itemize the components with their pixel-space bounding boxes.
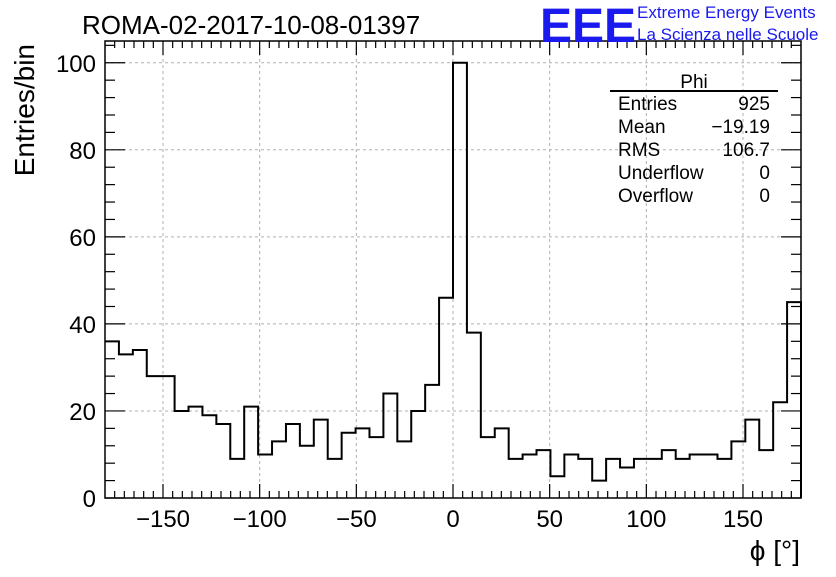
x-tick-label: 150: [723, 506, 763, 533]
histogram-bin: [704, 454, 718, 498]
x-tick-label: 50: [536, 506, 563, 533]
histogram-bin: [481, 437, 495, 498]
histogram-bin: [759, 450, 773, 498]
histogram-bin: [230, 459, 244, 498]
histogram-bin: [550, 476, 564, 498]
y-axis-label: Entries/bin: [9, 44, 40, 176]
y-tick-label: 20: [69, 399, 96, 426]
histogram-bin: [202, 415, 216, 498]
y-tick-label: 40: [69, 312, 96, 339]
histogram-bin: [244, 407, 258, 498]
stats-title: Phi: [680, 72, 707, 93]
stats-value-overflow: 0: [759, 186, 770, 207]
x-tick-label: 100: [626, 506, 666, 533]
histogram-bin: [425, 385, 439, 498]
stats-label-overflow: Overflow: [618, 186, 693, 207]
histogram-bin: [175, 411, 189, 498]
histogram-bin: [300, 446, 314, 498]
histogram-bin: [105, 341, 119, 498]
histogram-bin: [717, 459, 731, 498]
histogram-bin: [523, 454, 537, 498]
stats-value-underflow: 0: [759, 163, 770, 184]
histogram-bin: [272, 441, 286, 498]
histogram-bin: [592, 481, 606, 498]
histogram-bin: [161, 376, 175, 498]
tick-labels: −150 −100 −50 0 50 100 150 0 20 40 60 80 100: [56, 51, 763, 533]
y-tick-label: 0: [83, 486, 96, 513]
stats-label-rms: RMS: [618, 140, 660, 161]
axes: [104, 40, 802, 499]
eee-logo: EEE: [540, 0, 636, 53]
chart-title: ROMA-02-2017-10-08-01397: [82, 10, 420, 40]
x-axis-label: ϕ [°]: [750, 535, 800, 566]
histogram-bin: [773, 402, 787, 498]
histogram-bin: [147, 376, 161, 498]
histogram-bin: [369, 437, 383, 498]
x-tick-label: 0: [446, 506, 459, 533]
y-tick-label: 60: [69, 225, 96, 252]
stats-box: Phi Entries 925 Mean −19.19 RMS 106.7 Un…: [610, 72, 778, 207]
histogram-bin: [676, 459, 690, 498]
histogram-bin: [578, 459, 592, 498]
histogram-bin: [453, 63, 467, 498]
histogram-series: [105, 61, 802, 498]
x-tick-label: −100: [233, 506, 287, 533]
histogram-bin: [216, 424, 230, 498]
y-tick-label: 80: [69, 138, 96, 165]
histogram-bin: [662, 450, 676, 498]
histogram-bin: [397, 441, 411, 498]
histogram-bin: [411, 411, 425, 498]
histogram-bin: [383, 394, 397, 498]
histogram-bin: [189, 407, 203, 498]
histogram-bin: [119, 354, 133, 498]
stats-value-entries: 925: [738, 94, 770, 115]
histogram-bin: [537, 450, 551, 498]
histogram-bin: [648, 459, 662, 498]
histogram-bin: [133, 350, 147, 498]
histogram-bin: [286, 424, 300, 498]
stats-value-mean: −19.19: [711, 117, 770, 138]
histogram-bin: [495, 428, 509, 498]
x-tick-label: −50: [336, 506, 377, 533]
histogram-bin: [328, 459, 342, 498]
y-tick-label: 100: [56, 51, 96, 78]
logo-line-1: Extreme Energy Events: [637, 3, 816, 22]
stats-label-mean: Mean: [618, 117, 666, 138]
histogram-outline: [105, 61, 802, 498]
x-tick-label: −150: [136, 506, 190, 533]
histogram-bin: [356, 428, 370, 498]
stats-value-rms: 106.7: [722, 140, 770, 161]
stats-label-entries: Entries: [618, 94, 677, 115]
stats-label-underflow: Underflow: [618, 163, 704, 184]
histogram-bin: [314, 420, 328, 498]
histogram-bin: [342, 433, 356, 498]
histogram-bin: [467, 333, 481, 498]
histogram-bin: [564, 454, 578, 498]
logo-line-2: La Scienza nelle Scuole: [637, 25, 818, 44]
histogram-bin: [745, 420, 759, 498]
histogram-bin: [690, 454, 704, 498]
histogram-bin: [439, 298, 453, 498]
histogram-bin: [787, 302, 801, 498]
